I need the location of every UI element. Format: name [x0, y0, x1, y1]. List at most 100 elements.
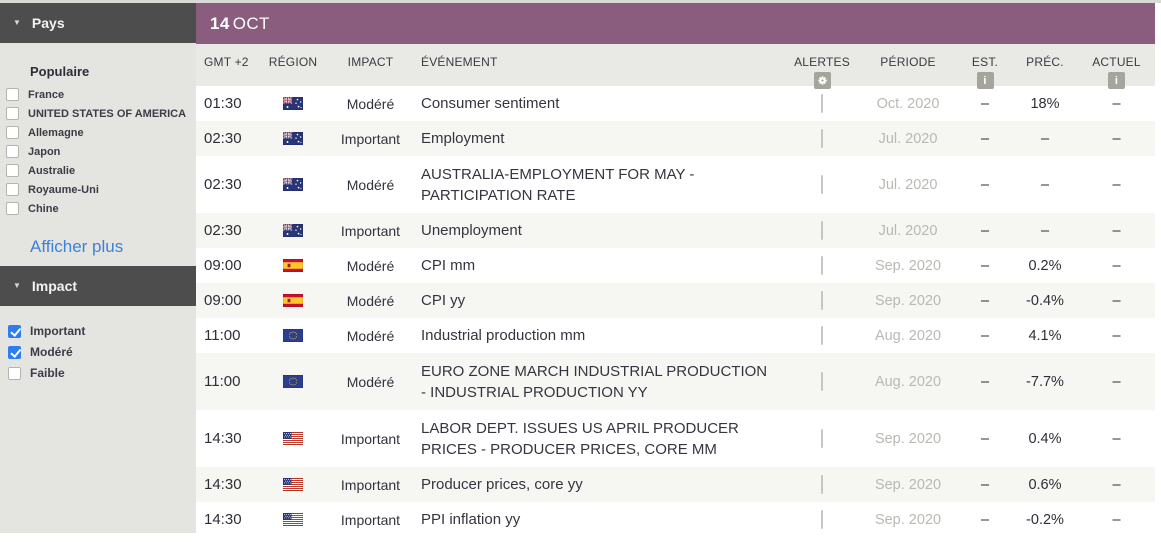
- country-item-usa[interactable]: UNITED STATES OF AMERICA: [6, 107, 196, 120]
- time-cell: 01:30: [204, 95, 242, 112]
- column-header-region: RÉGION: [268, 55, 318, 69]
- country-item-royaume-uni[interactable]: Royaume-Uni: [6, 183, 196, 196]
- event-row: 11:00 Modéré Industrial production mm Au…: [196, 318, 1155, 353]
- time-cell: 11:00: [204, 373, 241, 390]
- est-cell: –: [980, 95, 990, 112]
- united-states-flag-icon: [283, 513, 303, 526]
- country-item-chine[interactable]: Chine: [6, 202, 196, 215]
- alert-checkbox[interactable]: [821, 290, 823, 310]
- impact-item-faible[interactable]: Faible: [8, 366, 196, 380]
- period-cell: Oct. 2020: [876, 95, 940, 112]
- actual-cell: –: [1112, 130, 1121, 147]
- event-row: 09:00 Modéré CPI yy Sep. 2020 – -0.4% –: [196, 283, 1155, 318]
- country-item-france[interactable]: France: [6, 88, 196, 101]
- event-name-cell: Unemployment: [421, 222, 522, 239]
- est-cell: –: [980, 257, 990, 274]
- show-more-link[interactable]: Afficher plus: [30, 237, 124, 256]
- event-name-cell: Producer prices, core yy: [421, 476, 583, 493]
- country-label: Japon: [28, 145, 61, 158]
- country-item-allemagne[interactable]: Allemagne: [6, 126, 196, 139]
- info-icon[interactable]: i: [976, 72, 994, 89]
- spain-flag-icon: [283, 294, 303, 307]
- australia-flag-icon: [283, 132, 303, 145]
- alert-cell: [821, 128, 823, 148]
- australia-flag-icon: [283, 224, 303, 237]
- checkbox[interactable]: [6, 88, 19, 101]
- impact-cell: Modéré: [346, 327, 395, 344]
- alert-checkbox[interactable]: [821, 128, 823, 148]
- event-row: 14:30 Important Producer prices, core yy…: [196, 467, 1155, 502]
- event-name-cell: Industrial production mm: [421, 327, 586, 344]
- alert-checkbox[interactable]: [821, 428, 823, 448]
- period-cell: Aug. 2020: [874, 327, 942, 344]
- time-cell: 02:30: [204, 176, 242, 193]
- event-name-cell: EURO ZONE MARCH INDUSTRIAL PRODUCTION - …: [421, 362, 768, 401]
- period-cell: Sep. 2020: [874, 511, 942, 528]
- period-cell: Sep. 2020: [874, 476, 942, 493]
- checkbox[interactable]: [6, 145, 19, 158]
- event-name-cell: Consumer sentiment: [421, 95, 560, 112]
- checkbox[interactable]: [8, 324, 21, 338]
- impact-label: Modéré: [30, 345, 73, 359]
- alert-cell: [821, 174, 823, 194]
- impact-cell: Modéré: [346, 257, 395, 274]
- date-header: 14 OCT: [196, 3, 1155, 44]
- actual-cell: –: [1112, 476, 1121, 493]
- period-cell: Aug. 2020: [874, 373, 942, 390]
- alert-checkbox[interactable]: [821, 325, 823, 345]
- alert-checkbox[interactable]: [821, 220, 823, 240]
- impact-section: ▼ Impact Important Modéré Faible: [0, 266, 196, 387]
- event-row: 14:30 Important LABOR DEPT. ISSUES US AP…: [196, 410, 1155, 467]
- date-month: OCT: [232, 13, 270, 33]
- european-union-flag-icon: [283, 375, 303, 388]
- chevron-down-icon: ▼: [13, 281, 21, 290]
- country-item-japon[interactable]: Japon: [6, 145, 196, 158]
- est-cell: –: [980, 511, 990, 528]
- prev-cell: –: [1040, 176, 1050, 193]
- prev-cell: –: [1040, 222, 1050, 239]
- prev-cell: 0.2%: [1028, 257, 1062, 274]
- checkbox[interactable]: [6, 107, 19, 120]
- pays-section-header[interactable]: ▼ Pays: [0, 3, 196, 43]
- checkbox[interactable]: [8, 345, 21, 359]
- impact-list: Important Modéré Faible: [0, 324, 196, 380]
- event-row: 02:30 Important Employment Jul. 2020 – –…: [196, 121, 1155, 156]
- united-states-flag-icon: [283, 432, 303, 445]
- impact-item-important[interactable]: Important: [8, 324, 196, 338]
- spain-flag-icon: [283, 259, 303, 272]
- impact-cell: Modéré: [346, 176, 395, 193]
- alert-checkbox[interactable]: [821, 371, 823, 391]
- event-row: 09:00 Modéré CPI mm Sep. 2020 – 0.2% –: [196, 248, 1155, 283]
- checkbox[interactable]: [8, 366, 21, 380]
- period-cell: Sep. 2020: [874, 430, 942, 447]
- alert-checkbox[interactable]: [821, 509, 823, 529]
- checkbox[interactable]: [6, 202, 19, 215]
- alert-checkbox[interactable]: [821, 93, 823, 113]
- impact-cell: Modéré: [346, 95, 395, 112]
- alert-cell: [821, 474, 823, 494]
- country-label: France: [28, 88, 65, 101]
- column-header-prev: PRÉC.: [1026, 55, 1064, 69]
- impact-item-modere[interactable]: Modéré: [8, 345, 196, 359]
- period-cell: Jul. 2020: [878, 130, 938, 147]
- checkbox[interactable]: [6, 126, 19, 139]
- column-header-actual: ACTUEL i: [1078, 44, 1155, 89]
- australia-flag-icon: [283, 97, 303, 110]
- est-cell: –: [980, 327, 990, 344]
- alert-checkbox[interactable]: [821, 474, 823, 494]
- gear-icon[interactable]: [813, 72, 831, 89]
- country-item-australie[interactable]: Australie: [6, 164, 196, 177]
- column-header-time: GMT +2: [204, 55, 249, 69]
- actual-cell: –: [1112, 327, 1121, 344]
- checkbox[interactable]: [6, 183, 19, 196]
- est-cell: –: [980, 430, 990, 447]
- time-cell: 02:30: [204, 222, 242, 239]
- alert-checkbox[interactable]: [821, 255, 823, 275]
- filter-sidebar: ▼ Pays Populaire France UNITED STATES OF…: [0, 3, 196, 533]
- prev-cell: -0.2%: [1026, 511, 1064, 528]
- alert-checkbox[interactable]: [821, 174, 823, 194]
- checkbox[interactable]: [6, 164, 19, 177]
- est-cell: –: [980, 373, 990, 390]
- impact-section-header[interactable]: ▼ Impact: [0, 266, 196, 306]
- info-icon[interactable]: i: [1108, 72, 1125, 89]
